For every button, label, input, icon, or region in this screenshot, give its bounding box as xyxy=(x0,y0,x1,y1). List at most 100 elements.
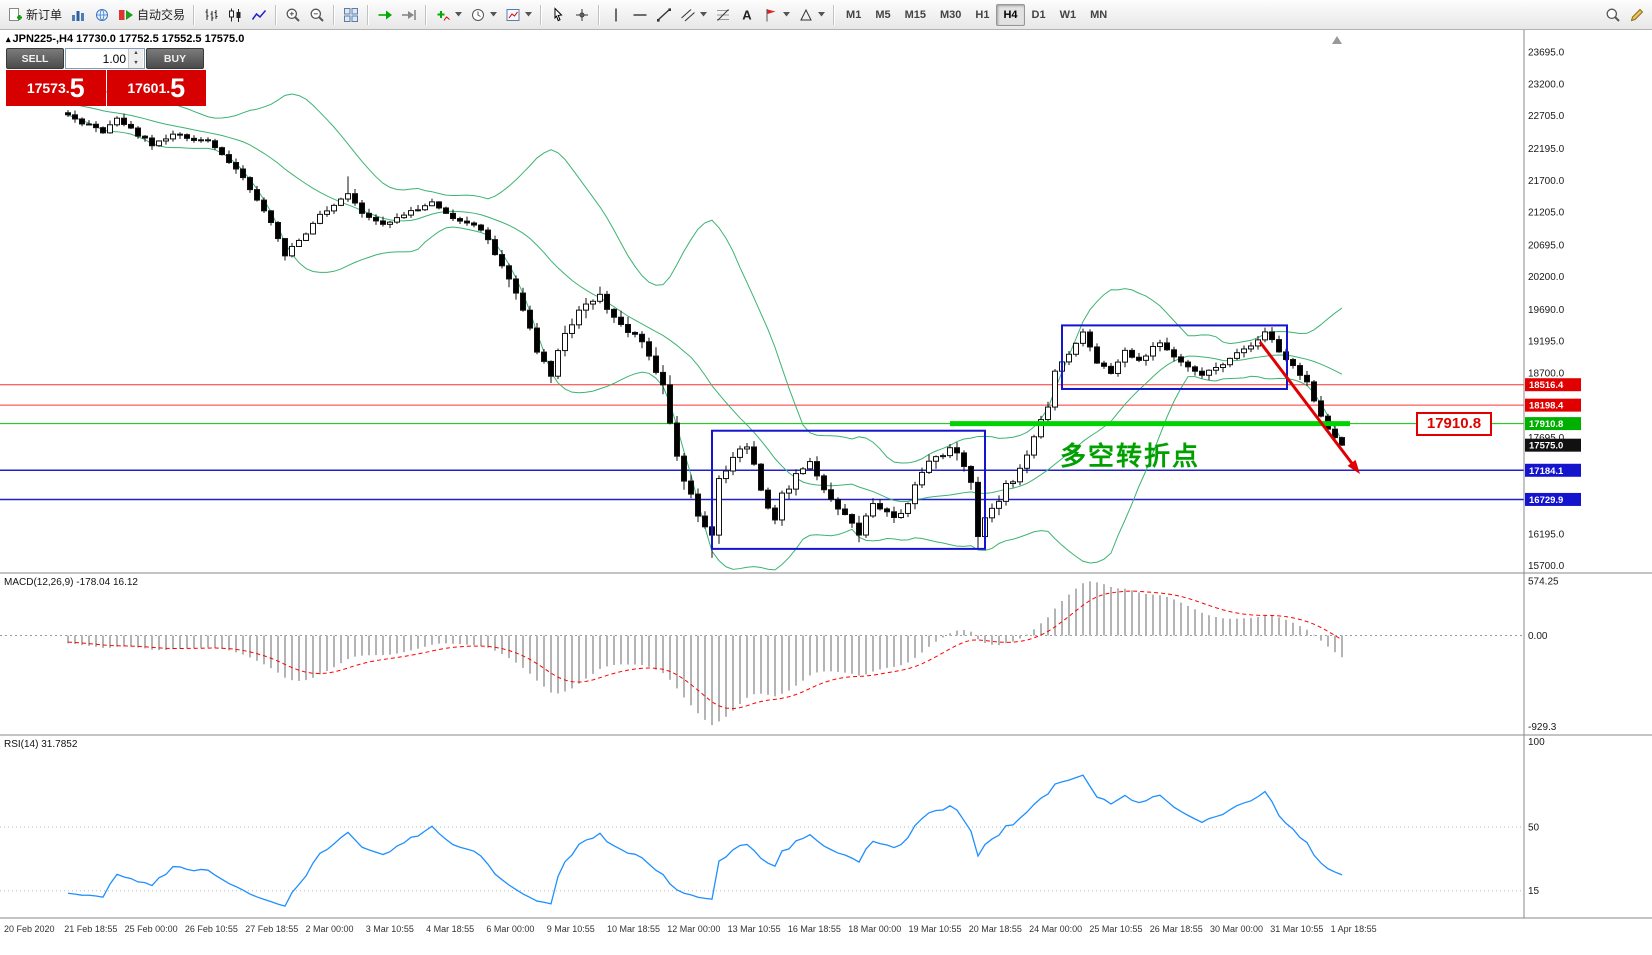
svg-text:24 Mar 00:00: 24 Mar 00:00 xyxy=(1029,924,1082,934)
line-chart-button[interactable] xyxy=(247,3,271,27)
new-order-button-label: 新订单 xyxy=(26,8,63,22)
svg-text:50: 50 xyxy=(1528,823,1540,834)
tf-d1[interactable]: D1 xyxy=(1025,4,1053,26)
periods-button[interactable] xyxy=(466,3,501,27)
svg-text:17910.8: 17910.8 xyxy=(1529,419,1563,430)
svg-text:17575.0: 17575.0 xyxy=(1529,441,1563,452)
buy-price-big-digit: 5 xyxy=(170,72,186,103)
text-button[interactable]: A xyxy=(735,3,759,27)
edit-button[interactable] xyxy=(1625,3,1649,27)
macd-signal-line xyxy=(67,590,1343,710)
market-watch-icon[interactable] xyxy=(90,3,114,27)
sell-button[interactable]: SELL xyxy=(6,48,64,69)
svg-text:18198.4: 18198.4 xyxy=(1529,401,1564,412)
svg-text:100: 100 xyxy=(1528,737,1545,748)
toolbar-right-group xyxy=(1601,3,1649,27)
svg-text:16729.9: 16729.9 xyxy=(1529,495,1563,506)
bar-chart-button[interactable] xyxy=(199,3,223,27)
flag-icon xyxy=(766,8,776,21)
svg-text:20 Feb 2020: 20 Feb 2020 xyxy=(4,924,55,934)
vline-icon xyxy=(615,8,617,21)
chart-shift-marker-icon[interactable] xyxy=(1332,36,1342,44)
consolidation-box[interactable] xyxy=(1061,324,1288,390)
price-badge xyxy=(1525,492,1581,506)
label-button[interactable] xyxy=(759,3,794,27)
tf-h1[interactable]: H1 xyxy=(968,4,996,26)
fibonacci-button[interactable] xyxy=(711,3,735,27)
bollinger-bands xyxy=(67,90,1343,571)
svg-text:20200.0: 20200.0 xyxy=(1528,272,1565,283)
tf-m1[interactable]: M1 xyxy=(839,4,868,26)
candlestick-chart-button[interactable] xyxy=(223,3,247,27)
one-click-expand-icon[interactable]: ▴ xyxy=(6,34,11,44)
chevron-down-icon xyxy=(700,12,708,17)
toolbar-separator xyxy=(425,4,428,25)
buy-button[interactable]: BUY xyxy=(146,48,204,69)
chevron-down-icon xyxy=(783,12,791,17)
svg-text:16195.0: 16195.0 xyxy=(1528,529,1565,540)
time-axis[interactable]: 20 Feb 2020 21 Feb 18:55 25 Feb 00:00 26 Fe… xyxy=(4,924,1377,934)
volume-down-button[interactable]: ▼ xyxy=(129,58,143,68)
sell-price-button[interactable]: 17573. 5 xyxy=(6,70,106,106)
turning-point-annotation[interactable]: 多空转折点 xyxy=(1060,441,1201,471)
ohlc-bars-icon xyxy=(205,8,218,21)
globe-icon xyxy=(96,8,109,21)
tf-m30[interactable]: M30 xyxy=(933,4,968,26)
play-icon xyxy=(119,9,134,20)
svg-text:21205.0: 21205.0 xyxy=(1528,208,1565,219)
svg-text:3 Mar 10:55: 3 Mar 10:55 xyxy=(366,924,414,934)
price-badge xyxy=(1525,463,1581,477)
consolidation-box[interactable] xyxy=(711,429,986,550)
rsi-label: RSI(14) 31.7852 xyxy=(4,739,78,750)
chart-canvas[interactable]: 23695.0 23200.0 22705.0 22195.0 21700.0 21205… xyxy=(0,30,1652,940)
zoom-out-button[interactable] xyxy=(305,3,329,27)
templates-button[interactable] xyxy=(501,3,536,27)
sell-price-big-digit: 5 xyxy=(69,72,85,103)
cursor-button[interactable] xyxy=(546,3,570,27)
tf-h4[interactable]: H4 xyxy=(996,3,1025,26)
svg-text:16 Mar 18:55: 16 Mar 18:55 xyxy=(788,924,841,934)
horizontal-line-button[interactable] xyxy=(628,3,652,27)
cursor-icon xyxy=(554,6,563,21)
zoom-in-button[interactable] xyxy=(281,3,305,27)
tf-mn[interactable]: MN xyxy=(1083,4,1114,26)
price-callout-label[interactable]: 17910.8 xyxy=(1416,412,1492,436)
indicators-button[interactable] xyxy=(431,3,466,27)
auto-scroll-button[interactable] xyxy=(373,3,397,27)
price-pane[interactable] xyxy=(0,90,1524,571)
new-order-button[interactable]: 新订单 xyxy=(3,3,66,27)
vertical-line-button[interactable] xyxy=(604,3,628,27)
tline-icon xyxy=(657,7,672,22)
svg-text:23200.0: 23200.0 xyxy=(1528,79,1565,90)
down-arrow-annotation[interactable] xyxy=(1258,341,1360,474)
svg-text:19690.0: 19690.0 xyxy=(1528,305,1565,316)
main-toolbar: 新订单 自动交易 A M1 M5 M15 M30 H1 H4 D1 W1 MN xyxy=(0,0,1652,30)
trendline-button[interactable] xyxy=(652,3,676,27)
candlestick-series xyxy=(65,110,1345,558)
tf-m15[interactable]: M15 xyxy=(898,4,933,26)
fibo-icon xyxy=(717,8,730,21)
tf-w1[interactable]: W1 xyxy=(1053,4,1084,26)
svg-text:19195.0: 19195.0 xyxy=(1528,337,1565,348)
crosshair-button[interactable] xyxy=(570,3,594,27)
svg-text:27 Feb 18:55: 27 Feb 18:55 xyxy=(245,924,298,934)
candles-icon xyxy=(229,8,241,22)
volume-stepper[interactable]: ▲ ▼ xyxy=(65,48,145,69)
svg-text:21700.0: 21700.0 xyxy=(1528,176,1565,187)
buy-price-button[interactable]: 17601. 5 xyxy=(106,70,206,106)
search-button[interactable] xyxy=(1601,3,1625,27)
autotrade-button[interactable]: 自动交易 xyxy=(114,3,189,27)
tile-windows-button[interactable] xyxy=(339,3,363,27)
doc-plus-icon xyxy=(9,7,22,21)
volume-up-button[interactable]: ▲ xyxy=(129,49,143,59)
volume-input[interactable] xyxy=(66,49,128,68)
macd-histogram xyxy=(67,581,1343,726)
channel-button[interactable] xyxy=(676,3,711,27)
chart-shift-button[interactable] xyxy=(397,3,421,27)
svg-text:10 Mar 18:55: 10 Mar 18:55 xyxy=(607,924,660,934)
shapes-button[interactable] xyxy=(794,3,829,27)
tf-m5[interactable]: M5 xyxy=(868,4,897,26)
price-badge xyxy=(1525,417,1581,431)
price-scale[interactable]: 23695.0 23200.0 22705.0 22195.0 21700.0 21205… xyxy=(1525,48,1581,898)
charts-bar-icon[interactable] xyxy=(66,3,90,27)
